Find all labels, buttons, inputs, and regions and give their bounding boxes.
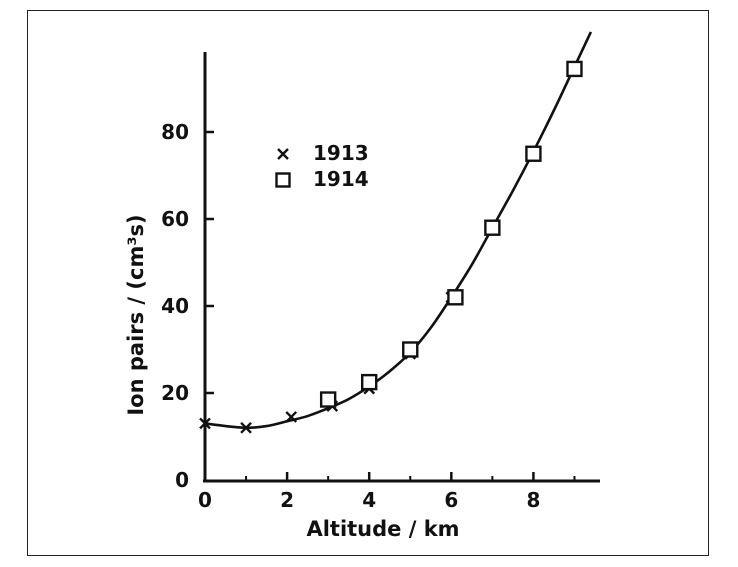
legend-marker-1913 [277,148,289,160]
axes [203,52,600,483]
data-point-1914 [566,60,583,78]
data-point-1913 [240,421,252,434]
legend-marker-1914 [275,172,291,188]
x-tick-label: 2 [280,488,294,512]
data-point-1914 [447,289,464,306]
y-tick-label: 60 [161,207,189,231]
y-tick-label: 80 [161,120,189,144]
markers [199,60,583,434]
data-point-1914 [361,373,378,391]
data-point-1913 [199,417,211,430]
data-point-1914 [319,391,337,408]
chart-frame [27,10,709,556]
data-point-1913 [285,411,298,423]
data-point-1914 [525,145,542,162]
x-tick-label: 8 [526,488,540,512]
y-tick-label: 0 [175,468,189,492]
legend-label: 1913 [313,141,369,165]
x-axis-title: Altitude / km [306,517,459,541]
fit-curve [204,31,593,430]
legend-label: 1914 [313,167,369,191]
data-point-1914 [402,341,419,358]
data-point-1914 [484,219,501,236]
y-tick-label: 40 [161,294,189,318]
x-tick-label: 4 [362,488,376,512]
y-tick-label: 20 [161,381,189,405]
y-axis-title: Ion pairs / (cm³s) [124,214,148,415]
x-tick-label: 0 [198,488,212,512]
fit-curve-layer [204,31,593,430]
ticks: 0 20 40 60 80 0 2 4 6 8 [161,120,576,512]
x-tick-label: 6 [444,488,458,512]
